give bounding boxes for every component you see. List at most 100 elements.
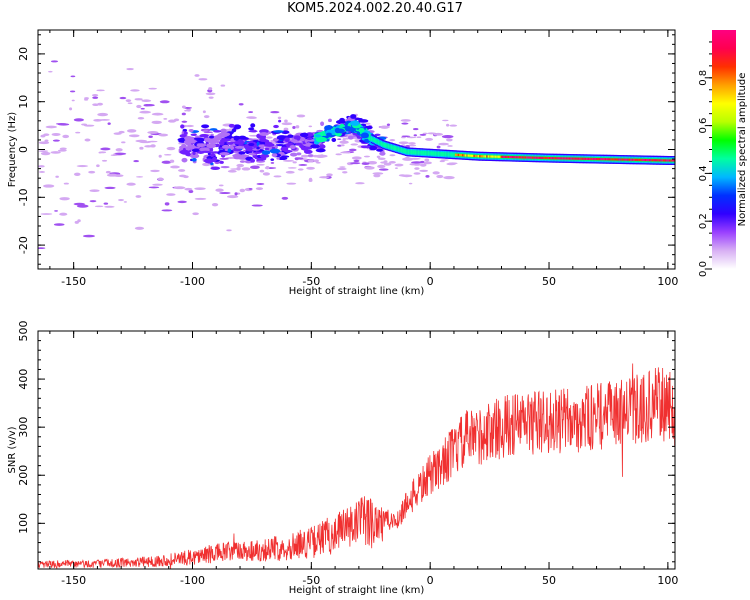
noise-blob (96, 164, 100, 168)
noise-blob (372, 172, 384, 175)
cluster-blob (256, 147, 260, 150)
line-core (544, 156, 547, 160)
cluster-blob (280, 146, 289, 152)
noise-blob (92, 103, 99, 107)
line-core (559, 157, 562, 160)
noise-blob (48, 70, 53, 73)
line-inner (429, 151, 432, 156)
line-inner (412, 150, 415, 155)
line-inner (450, 152, 453, 157)
noise-blob (157, 177, 164, 181)
cluster-blob (210, 166, 221, 171)
noise-blob (84, 97, 89, 100)
noise-blob (433, 132, 444, 136)
cluster-blob (182, 128, 188, 132)
noise-blob (388, 160, 396, 164)
cluster-blob (289, 152, 298, 157)
cluster-blob (264, 143, 275, 147)
line-core (464, 154, 468, 157)
line-core (537, 156, 540, 159)
line-core (651, 159, 654, 162)
line-inner (383, 143, 386, 148)
line-inner (443, 152, 446, 157)
line-inner (424, 151, 428, 156)
line-core (540, 156, 543, 159)
line-core (509, 155, 512, 159)
line-core (479, 155, 482, 158)
line-core (463, 154, 466, 157)
noise-blob (445, 138, 453, 142)
noise-blob (75, 131, 81, 134)
line-core (611, 158, 614, 161)
line-core (657, 159, 660, 162)
noise-blob (202, 110, 206, 114)
noise-blob (185, 124, 194, 128)
line-core (655, 159, 659, 162)
line-core (596, 157, 599, 161)
y-tick-label: 20 (17, 47, 30, 61)
line-inner (449, 152, 452, 157)
noise-blob (77, 219, 81, 223)
noise-blob (40, 151, 51, 156)
cluster-blob (304, 147, 313, 150)
y-tick-label: -10 (17, 188, 30, 206)
noise-blob (184, 109, 188, 112)
cluster-blob (307, 137, 313, 140)
noise-blob (377, 157, 386, 161)
cluster-blob (261, 150, 271, 155)
noise-blob (255, 187, 264, 191)
noise-blob (353, 159, 360, 163)
cluster-blob (269, 148, 281, 154)
line-core (526, 156, 529, 159)
cluster-blob (242, 154, 247, 159)
cluster-blob (360, 145, 372, 149)
cluster-blob (232, 148, 242, 152)
noise-blob (97, 112, 109, 117)
cluster-blob (324, 125, 334, 131)
x-tick-label: -150 (61, 574, 86, 587)
noise-blob (259, 169, 265, 173)
line-core (459, 153, 462, 157)
noise-blob (297, 168, 304, 171)
line-core (576, 157, 579, 160)
x-axis-label: Height of straight line (km) (289, 286, 425, 297)
noise-blob (194, 197, 207, 200)
noise-blob (340, 144, 345, 147)
noise-blob (283, 127, 289, 131)
cluster-blob (270, 158, 275, 161)
noise-blob (43, 184, 55, 188)
cluster-blob (276, 157, 280, 160)
line-core (510, 155, 513, 159)
noise-blob (408, 182, 413, 185)
noise-blob (38, 165, 45, 168)
noise-blob (438, 142, 449, 146)
line-core (583, 157, 586, 160)
noise-blob (73, 118, 84, 122)
noise-blob (436, 145, 441, 149)
noise-blob (439, 160, 445, 163)
line-core (533, 156, 536, 159)
spectrogram-panel (38, 60, 675, 250)
line-core (663, 159, 666, 162)
y-tick-label: 100 (17, 513, 30, 534)
line-core (610, 158, 613, 161)
line-core (648, 159, 652, 162)
line-core (524, 156, 527, 159)
line-inner (430, 151, 433, 156)
line-core (628, 158, 632, 161)
line-core (627, 158, 630, 161)
cluster-blob (256, 160, 266, 163)
cluster-blob (369, 145, 378, 151)
line-inner (377, 140, 381, 145)
line-inner (393, 146, 396, 151)
noise-blob (422, 132, 428, 135)
noise-blob (101, 159, 108, 162)
snr-axes: -150 -100 -50 0 50 100 100 200 300 400 500 Height o… (7, 321, 678, 597)
noise-blob (350, 162, 361, 165)
line-core (517, 156, 520, 159)
line-core (543, 156, 546, 160)
line-core (469, 154, 472, 157)
noise-blob (218, 184, 224, 187)
line-inner (442, 152, 445, 157)
colorbar-tick-label: 0.4 (698, 165, 709, 181)
